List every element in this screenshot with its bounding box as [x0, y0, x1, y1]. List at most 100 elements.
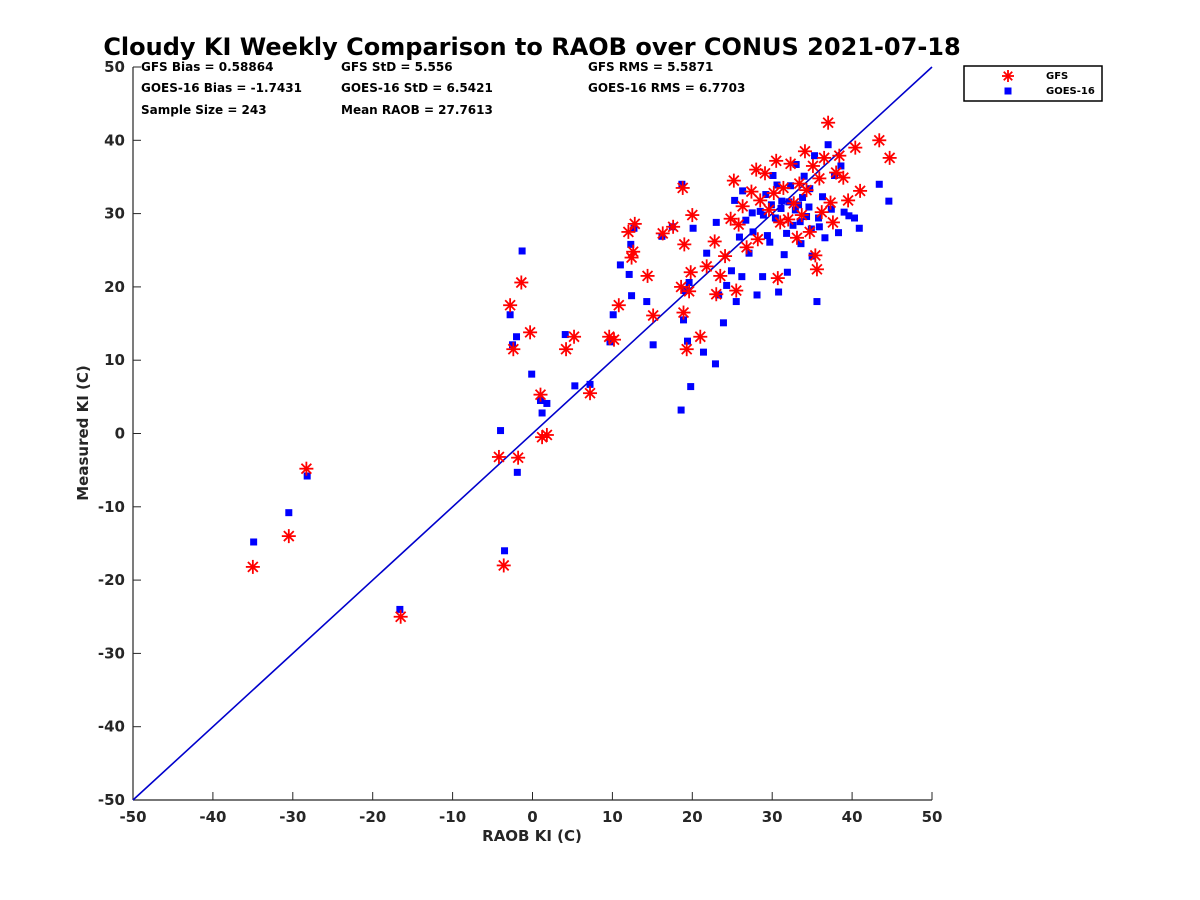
gfs-point [817, 150, 832, 165]
goes16-point [727, 267, 735, 275]
goes16-point [756, 207, 764, 215]
gfs-point [646, 308, 661, 323]
goes16-point [616, 261, 624, 269]
goes16-point [684, 337, 692, 345]
gfs-point [836, 170, 851, 185]
gfs-point [666, 219, 681, 234]
goes16-point [497, 427, 505, 435]
legend-marker-gfs [1002, 70, 1014, 82]
gfs-point [808, 248, 823, 263]
gfs-point [611, 298, 626, 313]
gfs-point [491, 449, 506, 464]
gfs-point [606, 332, 621, 347]
goes16-point [643, 298, 651, 306]
goes16-point [731, 196, 739, 204]
gfs-point [559, 342, 574, 357]
legend-square-icon [1004, 87, 1012, 95]
stat-sample-size: Sample Size = 243 [141, 103, 267, 117]
legend-label-gfs: GFS [1046, 71, 1068, 82]
gfs-point [781, 212, 796, 227]
gfs-point [393, 609, 408, 624]
goes16-point [685, 279, 693, 287]
x-tick-label: -30 [279, 808, 306, 826]
goes16-point [791, 206, 799, 214]
y-tick-label: 30 [104, 205, 125, 223]
gfs-point [699, 259, 714, 274]
goes16-point [805, 203, 813, 211]
stat-gfs-rms: GFS RMS = 5.5871 [588, 60, 713, 74]
goes16-point [769, 171, 777, 179]
y-tick-label: 10 [104, 351, 125, 369]
gfs-point [675, 180, 690, 195]
gfs-point [506, 342, 521, 357]
goes16-point [303, 472, 311, 480]
gfs-point [814, 205, 829, 220]
gfs-point [823, 195, 838, 210]
gfs-point [805, 158, 820, 173]
x-tick-label: 40 [842, 808, 863, 826]
gfs-point [621, 224, 636, 239]
gfs-point [627, 216, 642, 231]
gfs-point [744, 184, 759, 199]
goes16-point [850, 214, 858, 222]
goes16-point [699, 348, 707, 356]
gfs-point [713, 268, 728, 283]
gfs-point [683, 265, 698, 280]
stat-gfs-std: GFS StD = 5.556 [341, 60, 453, 74]
goes16-point [735, 233, 743, 241]
gfs-point [624, 250, 639, 265]
gfs-point [539, 427, 554, 442]
stat-goes-bias: GOES-16 Bias = -1.7431 [141, 81, 302, 95]
x-tick-label: -10 [439, 808, 466, 826]
gfs-point [766, 186, 781, 201]
y-axis-label: Measured KI (C) [74, 365, 92, 501]
gfs-point [729, 283, 744, 298]
gfs-point [723, 211, 738, 226]
goes16-point [855, 224, 863, 232]
goes16-point [586, 380, 594, 388]
goes16-point [625, 270, 633, 278]
gfs-point [523, 325, 538, 340]
goes16-point [687, 383, 695, 391]
y-tick-label: 50 [104, 58, 125, 76]
gfs-point [753, 193, 768, 208]
y-tick-label: 40 [104, 131, 125, 149]
x-axis-label: RAOB KI (C) [482, 827, 582, 845]
goes16-point [528, 370, 536, 378]
stat-mean-raob: Mean RAOB = 27.7613 [341, 103, 493, 117]
gfs-point [299, 461, 314, 476]
goes16-point [799, 193, 807, 201]
goes16-point [506, 311, 514, 319]
y-tick-label: 0 [115, 425, 125, 443]
gfs-point [841, 193, 856, 208]
goes16-point [789, 221, 797, 229]
y-tick-label: 20 [104, 278, 125, 296]
goes16-point [783, 268, 791, 276]
goes16-point [712, 218, 720, 226]
gfs-point [821, 115, 836, 130]
gfs-point [655, 226, 670, 241]
goes16-point [837, 162, 845, 170]
goes16-point [807, 225, 815, 233]
goes16-point [723, 281, 731, 289]
goes16-point [777, 204, 785, 212]
legend-asterisk-icon [1002, 70, 1014, 82]
gfs-point [640, 268, 655, 283]
goes16-point [778, 197, 786, 205]
gfs-point [872, 133, 887, 148]
goes16-point [766, 238, 774, 246]
goes16-point [719, 319, 727, 327]
goes16-point [649, 341, 657, 349]
goes16-point [759, 273, 767, 281]
gfs-point [709, 287, 724, 302]
goes16-point [609, 311, 617, 319]
gfs-point [496, 558, 511, 573]
goes16-point [815, 214, 823, 222]
goes16-point [250, 538, 258, 546]
x-tick-label: -20 [359, 808, 386, 826]
y-tick-label: -10 [98, 498, 125, 516]
goes16-point [732, 298, 740, 306]
gfs-point [769, 153, 784, 168]
gfs-point [812, 171, 827, 186]
